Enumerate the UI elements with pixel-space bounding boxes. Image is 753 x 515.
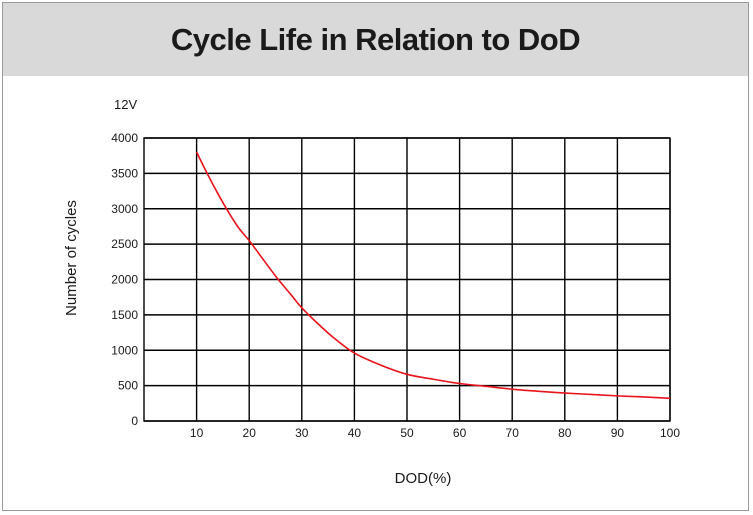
grid <box>143 137 671 422</box>
y-tick-2500: 2500 <box>111 237 138 251</box>
y-tick-0: 0 <box>131 414 138 428</box>
chart-title: Cycle Life in Relation to DoD <box>170 21 581 57</box>
y-tick-1000: 1000 <box>111 343 138 357</box>
x-tick-20: 20 <box>243 426 257 440</box>
y-tick-500: 500 <box>118 379 138 393</box>
x-tick-80: 80 <box>558 426 572 440</box>
x-tick-70: 70 <box>506 426 520 440</box>
y-tick-4000: 4000 <box>111 131 138 145</box>
y-tick-3500: 3500 <box>111 166 138 180</box>
chart-subtitle: 12V <box>114 97 137 112</box>
y-axis-label: Number of cycles <box>63 200 80 316</box>
x-tick-10: 10 <box>190 426 204 440</box>
y-tick-1500: 1500 <box>111 308 138 322</box>
x-tick-90: 90 <box>611 426 625 440</box>
x-tick-100: 100 <box>660 426 680 440</box>
y-tick-labels: 0 500 1000 1500 2000 2500 3000 3500 4000 <box>111 131 138 428</box>
series-line-0 <box>195 151 671 400</box>
y-tick-2000: 2000 <box>111 273 138 287</box>
x-tick-40: 40 <box>348 426 362 440</box>
x-axis-label: DOD(%) <box>395 470 452 487</box>
x-tick-50: 50 <box>400 426 414 440</box>
series-layer <box>195 151 671 400</box>
plot-border <box>143 137 671 422</box>
x-tick-60: 60 <box>453 426 467 440</box>
x-tick-labels: 10 20 30 40 50 60 70 80 90 100 <box>190 426 680 440</box>
x-tick-30: 30 <box>295 426 309 440</box>
title-bar: Cycle Life in Relation to DoD <box>3 3 748 76</box>
y-tick-3000: 3000 <box>111 202 138 216</box>
